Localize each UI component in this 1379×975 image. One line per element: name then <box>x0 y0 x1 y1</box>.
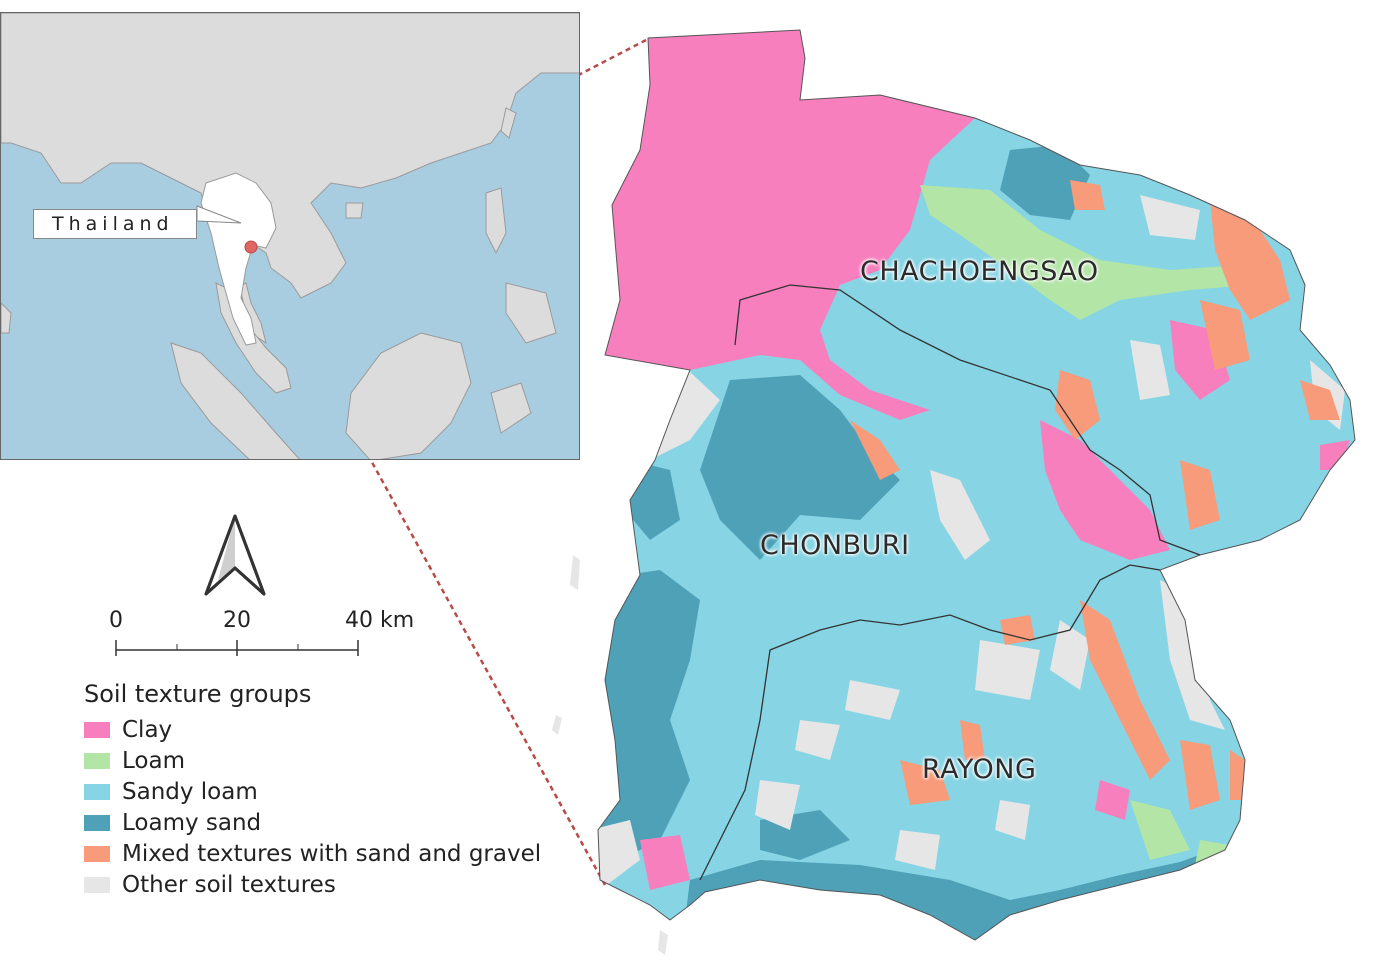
study-area-marker <box>244 240 258 254</box>
scale-bar: 0 20 40 km <box>100 608 430 658</box>
mixed-textures-east <box>1210 200 1290 320</box>
legend-swatch <box>84 783 110 800</box>
legend-item-loam: Loam <box>84 745 541 776</box>
region-label-chachoengsao: CHACHOENGSAO <box>860 256 1099 287</box>
legend-swatch <box>84 845 110 862</box>
loamy-sand-center <box>700 375 900 560</box>
legend-swatch <box>84 876 110 893</box>
border-chonburi-rayong <box>699 564 1161 881</box>
legend-swatch <box>84 721 110 738</box>
inset-overview-map: Thailand <box>0 12 580 460</box>
legend-title: Soil texture groups <box>84 680 312 708</box>
legend-item-clay: Clay <box>84 714 541 745</box>
legend-swatch <box>84 814 110 831</box>
north-arrow-icon <box>204 514 266 596</box>
scale-label-40: 40 km <box>345 608 415 633</box>
legend-label: Loam <box>122 747 185 774</box>
legend-label: Loamy sand <box>122 809 262 836</box>
region-label-chonburi: CHONBURI <box>760 530 910 561</box>
legend-swatch <box>84 752 110 769</box>
clay-zone-north <box>598 30 975 420</box>
legend: Soil texture groups Clay Loam Sandy loam… <box>84 680 541 900</box>
scale-label-20: 20 <box>223 608 251 633</box>
legend-label: Mixed textures with sand and gravel <box>122 840 542 867</box>
thailand-callout-label: Thailand <box>33 209 197 239</box>
legend-label: Sandy loam <box>122 778 258 805</box>
province-outline <box>597 29 1356 941</box>
inset-land-mainland <box>1 13 579 345</box>
border-chachoengsao-chonburi <box>734 284 1201 556</box>
region-label-rayong: RAYONG <box>922 754 1037 785</box>
loam-belt <box>920 185 1250 320</box>
clay-patch-east <box>1040 420 1170 560</box>
legend-item-sandy-loam: Sandy loam <box>84 776 541 807</box>
legend-item-mixed-textures: Mixed textures with sand and gravel <box>84 838 541 869</box>
legend-label: Other soil textures <box>122 871 336 898</box>
legend-label: Clay <box>122 716 173 743</box>
scale-label-0: 0 <box>109 608 123 633</box>
loamy-sand-north <box>1000 145 1090 220</box>
legend-item-other: Other soil textures <box>84 869 541 900</box>
legend-item-loamy-sand: Loamy sand <box>84 807 541 838</box>
